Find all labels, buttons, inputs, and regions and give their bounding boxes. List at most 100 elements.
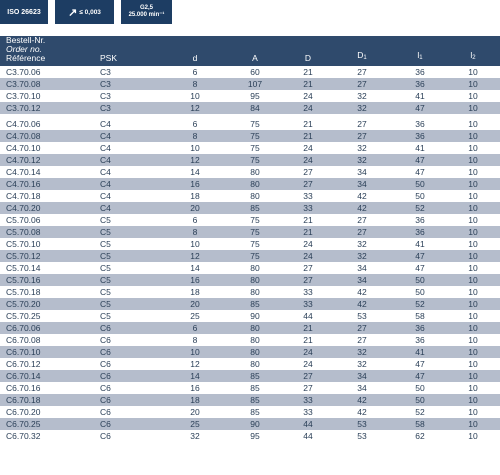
column-header-l1: l1 (417, 50, 423, 62)
a-cell: 85 (250, 395, 260, 405)
order-no-cell: C4.70.12 (6, 155, 41, 165)
a-cell: 107 (247, 79, 263, 89)
iso-badge: ISO 26623 (0, 0, 48, 24)
outer-d-cell: 24 (303, 155, 313, 165)
order-no-cell: C5.70.18 (6, 287, 41, 297)
d-cell: 14 (190, 371, 200, 381)
order-no-cell: C5.70.06 (6, 215, 41, 225)
l1-cell: 36 (415, 335, 425, 345)
a-cell: 80 (250, 287, 260, 297)
table-row: C5.70.16 C5 16 80 27 34 50 10 (0, 274, 500, 286)
runout-badge: ↗ ≤ 0,003 (55, 0, 114, 24)
a-cell: 60 (250, 67, 260, 77)
table-row: C5.70.25 C5 25 90 44 53 58 10 (0, 310, 500, 322)
table-row: C5.70.08 C5 8 75 21 27 36 10 (0, 226, 500, 238)
a-cell: 95 (250, 91, 260, 101)
psk-cell: C6 (100, 371, 111, 381)
psk-cell: C5 (100, 251, 111, 261)
outer-d-cell: 24 (303, 251, 313, 261)
d1-cell: 42 (357, 407, 367, 417)
outer-d-cell: 24 (303, 91, 313, 101)
outer-d-cell: 21 (303, 215, 313, 225)
l2-cell: 10 (468, 191, 478, 201)
l2-cell: 10 (468, 311, 478, 321)
d1-cell: 34 (357, 383, 367, 393)
d-cell: 10 (190, 239, 200, 249)
a-cell: 85 (250, 371, 260, 381)
order-no-cell: C5.70.14 (6, 263, 41, 273)
outer-d-cell: 21 (303, 131, 313, 141)
l2-cell: 10 (468, 239, 478, 249)
order-no-cell: C6.70.06 (6, 323, 41, 333)
psk-cell: C6 (100, 359, 111, 369)
d1-cell: 32 (357, 155, 367, 165)
psk-cell: C4 (100, 191, 111, 201)
order-no-cell: C3.70.08 (6, 79, 41, 89)
psk-cell: C3 (100, 91, 111, 101)
l2-cell: 10 (468, 395, 478, 405)
order-no-cell: C6.70.18 (6, 395, 41, 405)
a-cell: 85 (250, 407, 260, 417)
table-row: C4.70.16 C4 16 80 27 34 50 10 (0, 178, 500, 190)
psk-cell: C5 (100, 311, 111, 321)
d-cell: 8 (192, 335, 198, 345)
table-row: C3.70.06 C3 6 60 21 27 36 10 (0, 66, 500, 78)
d-cell: 12 (190, 155, 200, 165)
d1-cell: 32 (357, 347, 367, 357)
order-no-cell: C5.70.08 (6, 227, 41, 237)
a-cell: 75 (250, 239, 260, 249)
a-cell: 85 (250, 203, 260, 213)
balance-grade-label: G2,5 (139, 5, 153, 11)
psk-cell: C6 (100, 335, 111, 345)
column-header-d1: D1 (357, 50, 367, 62)
outer-d-cell: 33 (303, 191, 313, 201)
d1-cell: 32 (357, 359, 367, 369)
table-row: C5.70.10 C5 10 75 24 32 41 10 (0, 238, 500, 250)
a-cell: 80 (250, 167, 260, 177)
a-cell: 75 (250, 131, 260, 141)
order-no-cell: C6.70.10 (6, 347, 41, 357)
table-row: C4.70.08 C4 8 75 21 27 36 10 (0, 130, 500, 142)
psk-cell: C6 (100, 407, 111, 417)
d-cell: 8 (192, 79, 198, 89)
psk-cell: C5 (100, 239, 111, 249)
table-row: C4.70.10 C4 10 75 24 32 41 10 (0, 142, 500, 154)
psk-cell: C4 (100, 119, 111, 129)
d1-cell: 27 (357, 67, 367, 77)
d1-cell: 42 (357, 299, 367, 309)
l1-cell: 50 (415, 383, 425, 393)
table-row: C5.70.18 C5 18 80 33 42 50 10 (0, 286, 500, 298)
order-no-cell: C4.70.06 (6, 119, 41, 129)
outer-d-cell: 44 (303, 431, 313, 441)
l2-cell: 10 (468, 227, 478, 237)
table-row: C5.70.06 C5 6 75 21 27 36 10 (0, 214, 500, 226)
psk-cell: C4 (100, 203, 111, 213)
d1-cell: 32 (357, 103, 367, 113)
d1-cell: 27 (357, 131, 367, 141)
table-row: C6.70.25 C6 25 90 44 53 58 10 (0, 418, 500, 430)
l2-cell: 10 (468, 431, 478, 441)
a-cell: 75 (250, 227, 260, 237)
table-row: C4.70.12 C4 12 75 24 32 47 10 (0, 154, 500, 166)
outer-d-cell: 24 (303, 239, 313, 249)
order-no-cell: C4.70.16 (6, 179, 41, 189)
l1-cell: 47 (415, 167, 425, 177)
d-cell: 16 (190, 179, 200, 189)
l1-cell: 36 (415, 323, 425, 333)
a-cell: 80 (250, 263, 260, 273)
d1-cell: 27 (357, 79, 367, 89)
order-no-cell: C5.70.12 (6, 251, 41, 261)
l1-cell: 52 (415, 407, 425, 417)
a-cell: 84 (250, 103, 260, 113)
d1-cell: 34 (357, 179, 367, 189)
d-cell: 6 (192, 119, 198, 129)
order-no-cell: C6.70.12 (6, 359, 41, 369)
psk-cell: C5 (100, 299, 111, 309)
d-cell: 12 (190, 103, 200, 113)
order-no-cell: C3.70.12 (6, 103, 41, 113)
d1-cell: 53 (357, 311, 367, 321)
table-row: C6.70.14 C6 14 85 27 34 47 10 (0, 370, 500, 382)
order-no-label-fr: Référence (6, 53, 46, 63)
order-no-cell: C5.70.20 (6, 299, 41, 309)
outer-d-cell: 21 (303, 323, 313, 333)
